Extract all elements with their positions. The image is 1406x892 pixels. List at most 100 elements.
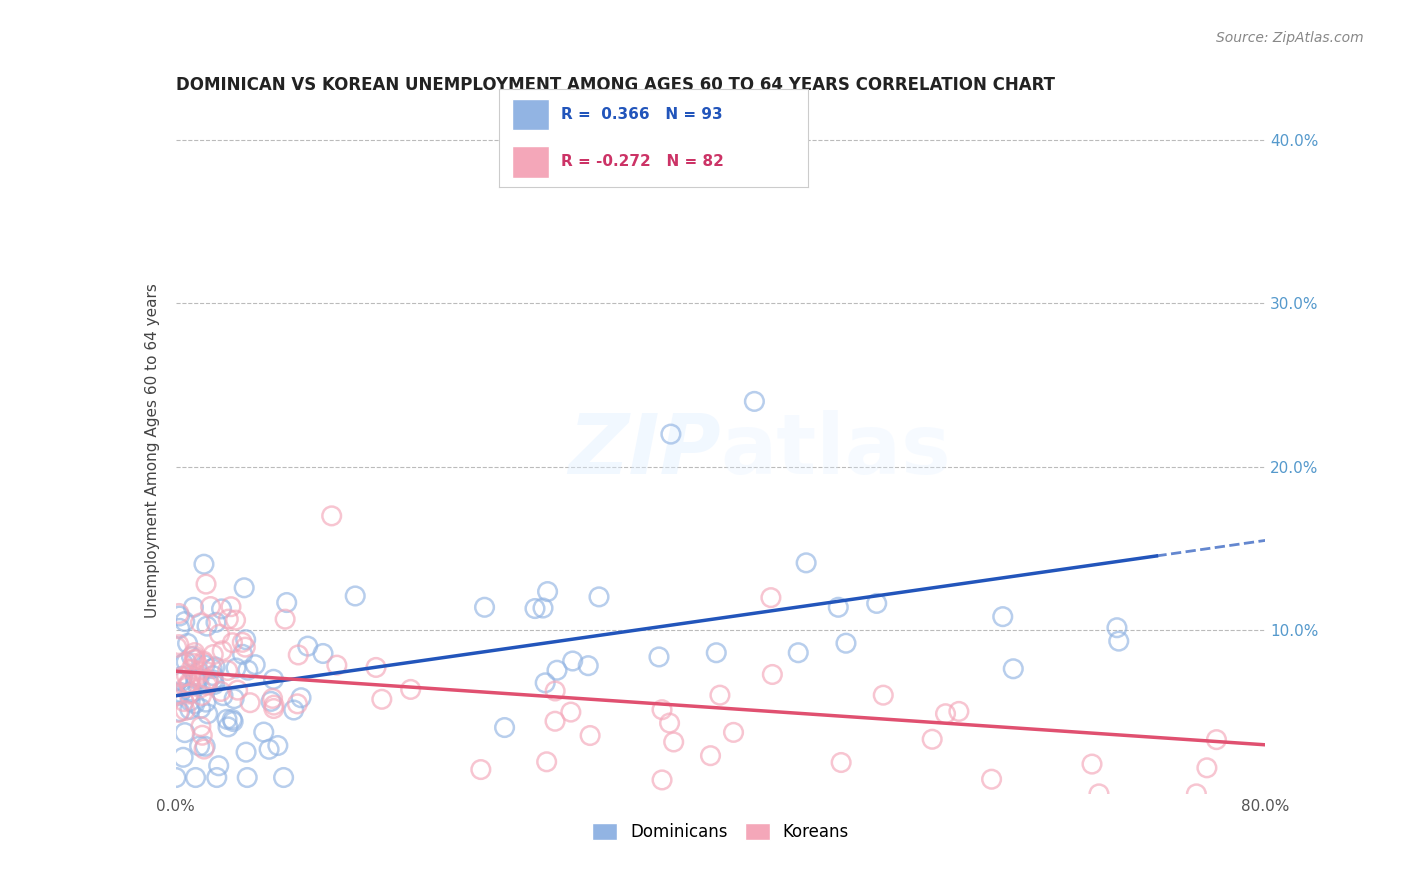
- Point: [172, 750, 194, 764]
- Point: [260, 694, 283, 708]
- Point: [166, 673, 188, 688]
- Point: [194, 739, 217, 754]
- Point: [195, 678, 218, 692]
- Point: [699, 748, 721, 763]
- Point: [544, 684, 567, 698]
- Point: [226, 683, 249, 698]
- Point: [794, 556, 817, 570]
- Point: [208, 758, 231, 772]
- Point: [262, 691, 284, 706]
- Point: [170, 670, 193, 684]
- Point: [190, 701, 212, 715]
- Point: [184, 697, 207, 711]
- Point: [235, 632, 257, 647]
- Point: [544, 714, 567, 729]
- Point: [1088, 787, 1111, 801]
- Text: DOMINICAN VS KOREAN UNEMPLOYMENT AMONG AGES 60 TO 64 YEARS CORRELATION CHART: DOMINICAN VS KOREAN UNEMPLOYMENT AMONG A…: [176, 77, 1054, 95]
- Point: [233, 640, 256, 655]
- Text: R = -0.272   N = 82: R = -0.272 N = 82: [561, 154, 724, 169]
- Point: [236, 663, 259, 677]
- Point: [236, 771, 259, 785]
- Point: [761, 667, 783, 681]
- Text: Source: ZipAtlas.com: Source: ZipAtlas.com: [1216, 31, 1364, 45]
- Point: [174, 703, 197, 717]
- Point: [235, 745, 257, 759]
- Point: [186, 668, 208, 682]
- Point: [191, 728, 214, 742]
- Point: [536, 584, 558, 599]
- Point: [287, 697, 309, 711]
- Point: [658, 716, 681, 731]
- Point: [202, 648, 225, 662]
- Point: [184, 672, 207, 686]
- Point: [188, 739, 211, 753]
- Point: [172, 657, 194, 671]
- Point: [546, 663, 568, 677]
- Point: [205, 771, 228, 785]
- Point: [170, 674, 193, 689]
- Point: [205, 615, 228, 630]
- Point: [201, 662, 224, 676]
- Point: [534, 676, 557, 690]
- Point: [169, 609, 191, 624]
- Point: [1185, 787, 1208, 801]
- Point: [263, 698, 285, 713]
- Point: [173, 694, 195, 708]
- Point: [176, 669, 198, 683]
- Point: [239, 696, 262, 710]
- Point: [188, 616, 211, 631]
- Point: [263, 701, 285, 715]
- Point: [204, 677, 226, 691]
- Point: [662, 735, 685, 749]
- Point: [221, 713, 243, 727]
- Point: [193, 656, 215, 670]
- Point: [759, 591, 782, 605]
- Point: [948, 705, 970, 719]
- Point: [184, 653, 207, 667]
- Point: [193, 654, 215, 668]
- Point: [219, 599, 242, 614]
- Point: [172, 669, 194, 683]
- Point: [1105, 621, 1128, 635]
- Point: [177, 676, 200, 690]
- Point: [183, 657, 205, 671]
- FancyBboxPatch shape: [512, 146, 548, 178]
- Point: [174, 681, 197, 695]
- Point: [208, 627, 231, 641]
- Point: [709, 688, 731, 702]
- Point: [204, 660, 226, 674]
- Point: [283, 703, 305, 717]
- Point: [212, 689, 235, 703]
- Point: [991, 609, 1014, 624]
- Point: [167, 706, 190, 720]
- Point: [524, 601, 547, 615]
- Point: [835, 636, 858, 650]
- Point: [744, 394, 766, 409]
- Point: [167, 607, 190, 621]
- Point: [290, 690, 312, 705]
- Point: [827, 600, 849, 615]
- Point: [200, 599, 222, 614]
- Point: [179, 702, 201, 716]
- Point: [170, 685, 193, 699]
- Point: [704, 646, 727, 660]
- Point: [202, 673, 225, 687]
- Point: [273, 771, 295, 785]
- Point: [173, 615, 195, 629]
- Point: [231, 635, 253, 649]
- Point: [243, 657, 266, 672]
- Point: [167, 638, 190, 652]
- Point: [209, 684, 232, 698]
- Point: [470, 763, 492, 777]
- Point: [165, 771, 187, 785]
- Point: [263, 673, 285, 687]
- Point: [576, 658, 599, 673]
- Point: [179, 686, 201, 700]
- Point: [179, 694, 201, 708]
- Point: [193, 742, 215, 756]
- Point: [197, 706, 219, 721]
- Point: [921, 732, 943, 747]
- Point: [195, 619, 218, 633]
- Point: [232, 648, 254, 662]
- Point: [399, 682, 422, 697]
